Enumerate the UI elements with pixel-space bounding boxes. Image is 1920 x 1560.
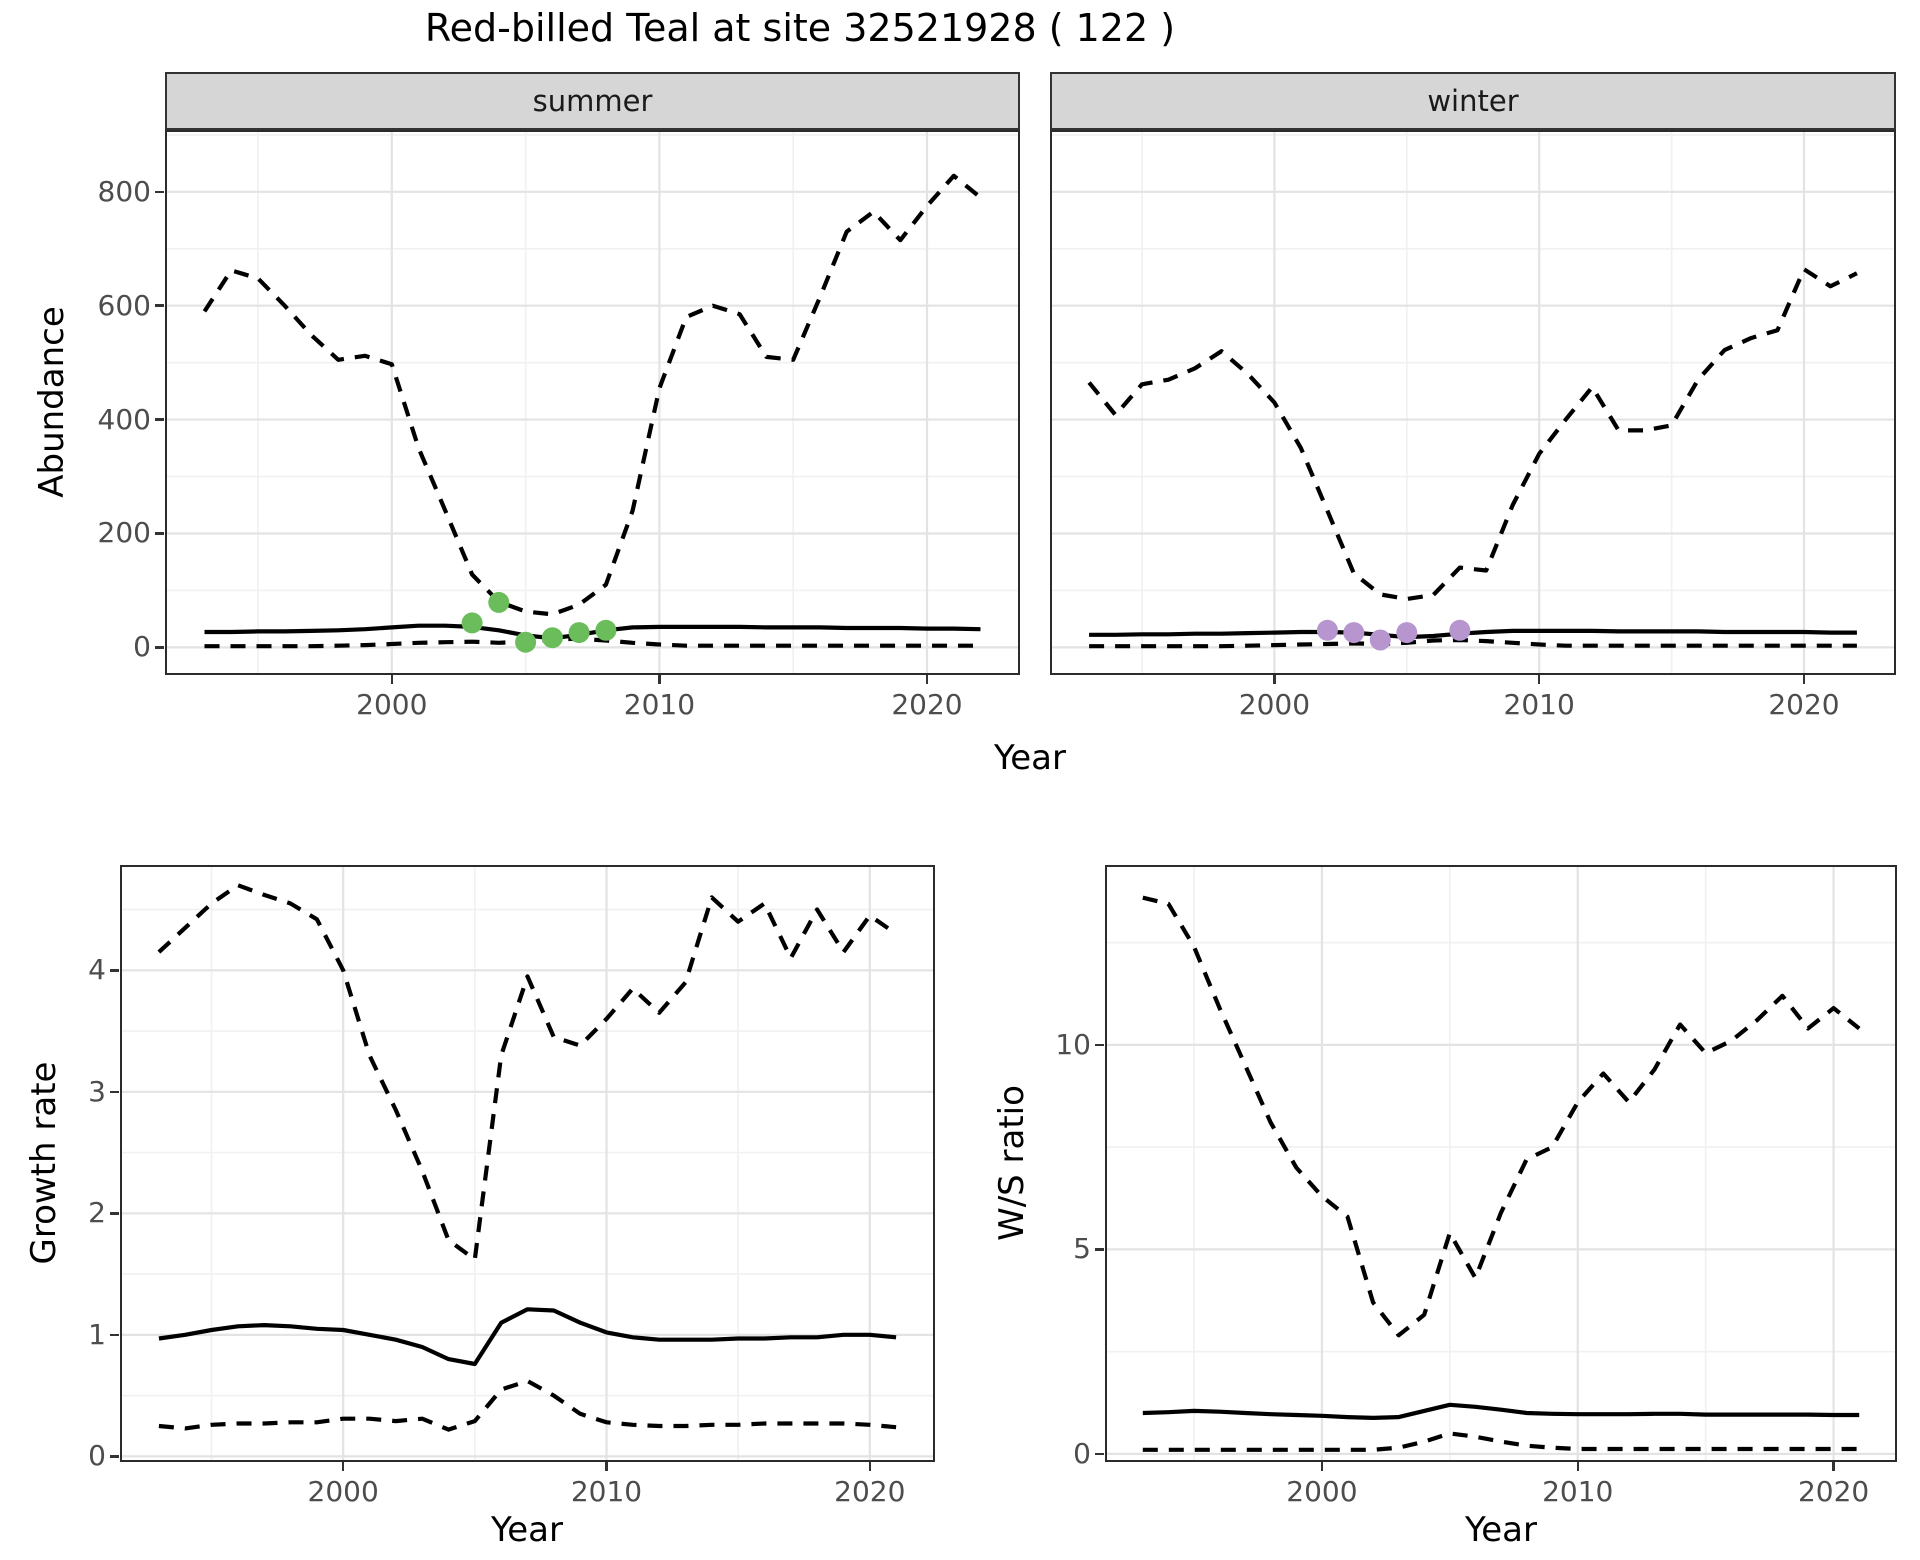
x-tick-label: 2010 [570, 1475, 643, 1508]
data-point-observed-counts-summer [515, 631, 537, 653]
x-tick-label: 2000 [1286, 1475, 1358, 1508]
y-tick-mark [110, 969, 119, 972]
data-point-observed-counts-winter [1343, 622, 1365, 644]
y-tick-label: 5 [1073, 1232, 1091, 1266]
facet-strip-label: winter [1427, 84, 1519, 118]
panel-canvas-growth-rate [122, 867, 933, 1460]
series-lower_ci [1089, 637, 1857, 649]
plot-panel-growth-rate [120, 865, 935, 1462]
x-tick-label: 2000 [356, 688, 428, 721]
x-tick-mark [390, 675, 394, 684]
series-upper_ci [202, 173, 982, 617]
y-tick-label: 0 [1073, 1436, 1091, 1470]
series-median [1089, 628, 1857, 640]
series-median [158, 1307, 897, 1367]
x-tick-label: 2020 [834, 1475, 906, 1508]
plot-panel-abundance-winter [1050, 130, 1896, 675]
x-tick-label: 2010 [623, 688, 696, 721]
series-median [204, 623, 981, 641]
facet-strip-winter: winter [1050, 72, 1896, 130]
x-tick-mark [1537, 675, 1541, 684]
x-tick-label: 2020 [1797, 1475, 1870, 1508]
y-axis-title-ws-ratio: W/S ratio [992, 1085, 1032, 1241]
x-tick-mark [605, 1462, 608, 1471]
series-lower_ci [158, 1378, 897, 1432]
y-tick-label: 1 [88, 1317, 106, 1351]
x-axis-title-ws-ratio: Year [1465, 1510, 1537, 1550]
x-tick-label: 2000 [1238, 688, 1311, 721]
panel-canvas-abundance-summer [167, 132, 1018, 673]
data-point-observed-counts-winter [1396, 622, 1418, 644]
plot-panel-ws-ratio [1105, 865, 1897, 1462]
data-point-observed-counts-winter [1369, 629, 1391, 651]
data-point-observed-counts-winter [1449, 619, 1471, 641]
panel-canvas-ws-ratio [1107, 867, 1895, 1460]
y-tick-mark [110, 1455, 119, 1458]
x-tick-mark [1832, 1462, 1835, 1471]
series-upper_ci [157, 883, 898, 1262]
series-upper_ci [1087, 267, 1858, 602]
y-tick-label: 600 [97, 288, 151, 322]
y-tick-label: 2 [88, 1196, 106, 1230]
data-point-observed-counts-summer [461, 612, 483, 634]
x-tick-label: 2020 [1768, 688, 1840, 721]
series-median [1142, 1402, 1860, 1421]
y-tick-mark [155, 646, 164, 649]
x-tick-mark [868, 1462, 872, 1471]
y-tick-mark [155, 304, 164, 307]
y-tick-label: 10 [1055, 1027, 1091, 1061]
y-tick-mark [155, 532, 164, 535]
y-tick-label: 4 [88, 953, 106, 987]
y-tick-mark [110, 1212, 119, 1215]
x-tick-mark [925, 675, 929, 684]
x-tick-mark [1802, 675, 1806, 684]
y-tick-mark [155, 418, 164, 421]
facet-strip-summer: summer [165, 72, 1020, 130]
chart-title: Red-billed Teal at site 32521928 ( 122 ) [424, 6, 1176, 50]
x-tick-label: 2010 [1542, 1475, 1614, 1508]
y-tick-label: 0 [88, 1439, 106, 1473]
y-tick-mark [1095, 1248, 1104, 1251]
y-tick-mark [1095, 1043, 1104, 1047]
data-point-observed-counts-summer [541, 627, 563, 649]
x-axis-title-growth-rate: Year [491, 1510, 563, 1550]
x-tick-mark [658, 675, 661, 684]
x-tick-mark [1273, 675, 1276, 684]
x-tick-label: 2000 [307, 1475, 379, 1508]
x-tick-mark [341, 1462, 345, 1471]
y-tick-mark [110, 1090, 119, 1094]
x-tick-mark [1576, 1462, 1580, 1471]
series-lower_ci [1142, 1431, 1860, 1452]
y-tick-mark [110, 1333, 119, 1337]
data-point-observed-counts-summer [488, 591, 510, 613]
panel-canvas-abundance-winter [1052, 132, 1894, 673]
y-tick-label: 800 [97, 174, 151, 208]
y-tick-mark [155, 190, 164, 194]
y-tick-label: 0 [133, 630, 151, 664]
y-tick-mark [1095, 1452, 1104, 1456]
y-tick-label: 400 [97, 402, 151, 436]
x-tick-mark [1320, 1462, 1324, 1471]
data-point-observed-counts-winter [1316, 619, 1338, 641]
x-tick-label: 2010 [1503, 688, 1575, 721]
data-point-observed-counts-summer [595, 619, 617, 641]
series-upper_ci [1142, 895, 1861, 1338]
y-tick-label: 3 [88, 1074, 106, 1108]
facet-strip-label: summer [532, 84, 653, 118]
plot-panel-abundance-summer [165, 130, 1020, 675]
y-tick-label: 200 [97, 516, 151, 550]
series-lower_ci [204, 636, 981, 649]
x-tick-label: 2020 [891, 688, 963, 721]
data-point-observed-counts-summer [568, 622, 590, 644]
x-axis-title-top: Year [994, 738, 1066, 778]
